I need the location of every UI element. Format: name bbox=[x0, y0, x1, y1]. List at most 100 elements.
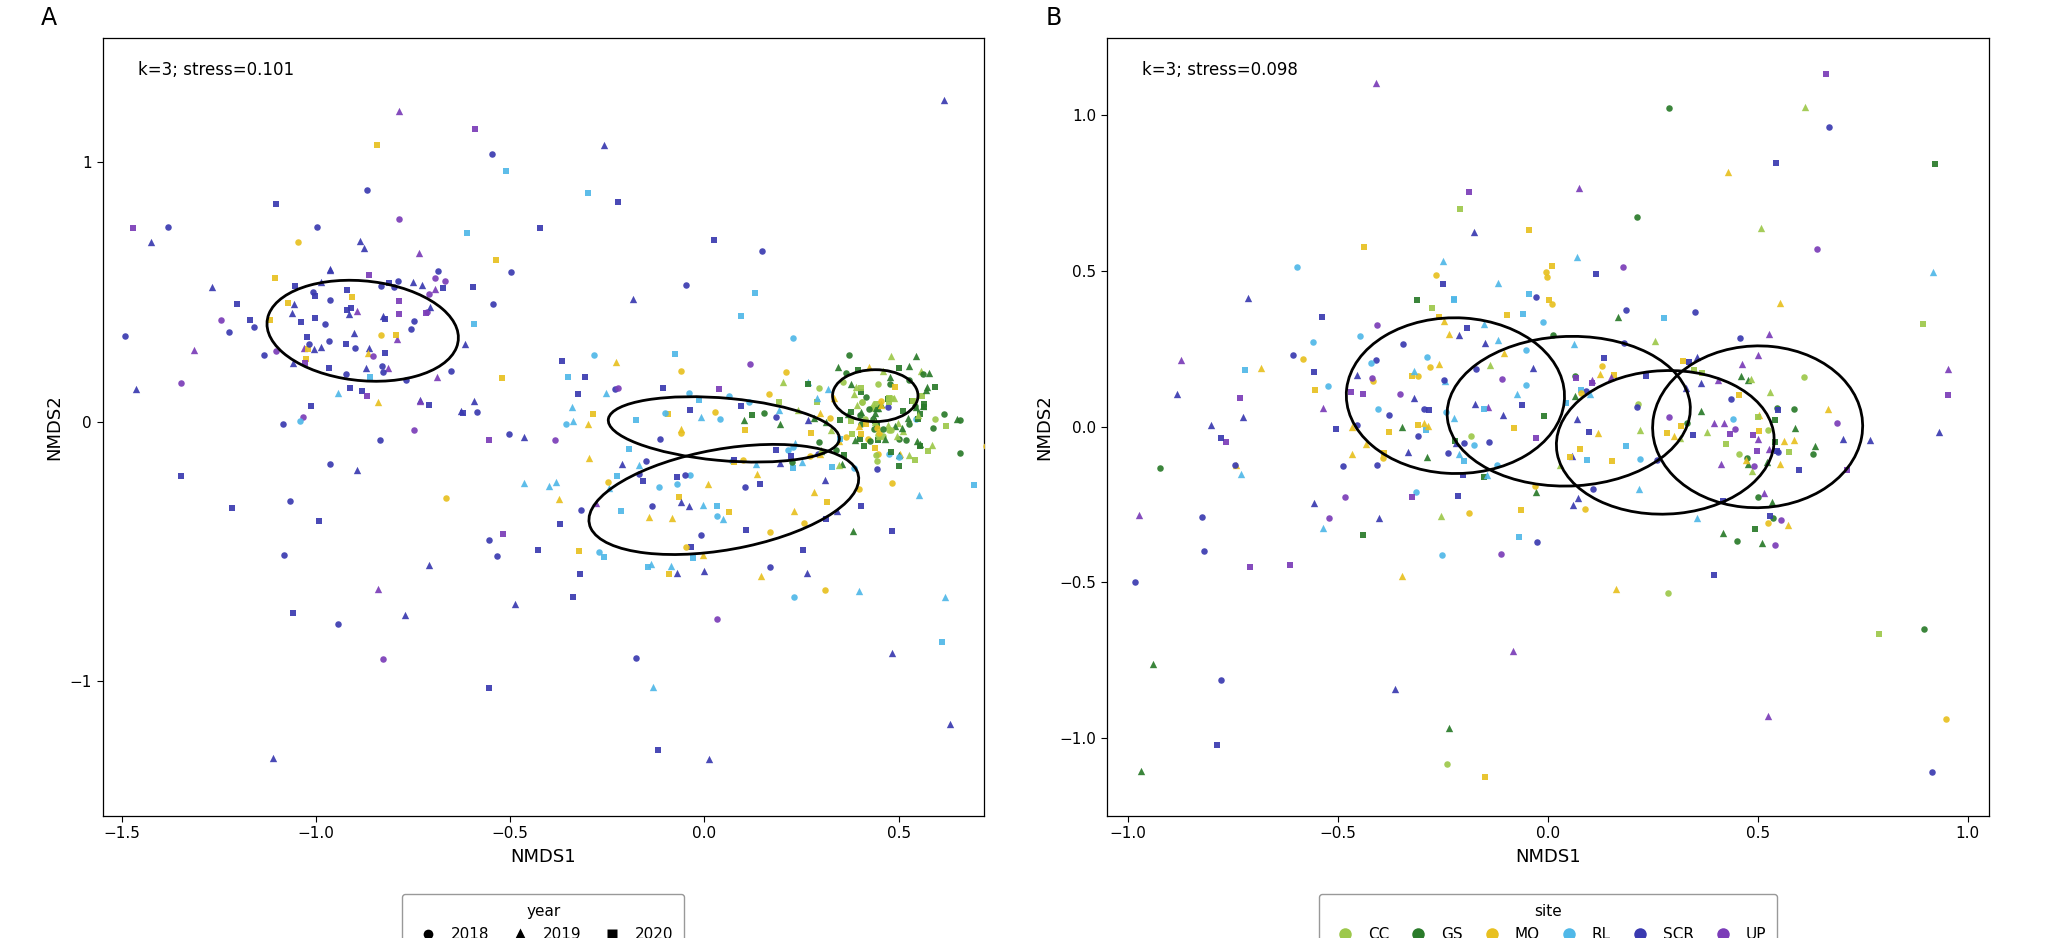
Point bbox=[1474, 357, 1507, 372]
Point bbox=[642, 742, 674, 757]
Point bbox=[1560, 250, 1593, 265]
Point bbox=[638, 679, 670, 694]
Point bbox=[882, 416, 914, 431]
Point bbox=[791, 376, 824, 391]
Point bbox=[490, 163, 523, 178]
Point bbox=[697, 233, 730, 248]
Point bbox=[1470, 336, 1503, 351]
Point bbox=[1234, 560, 1267, 575]
Point bbox=[1009, 463, 1041, 478]
Point bbox=[1738, 459, 1771, 474]
Point bbox=[623, 466, 656, 481]
Point bbox=[748, 405, 781, 420]
Point bbox=[1384, 387, 1417, 402]
Point bbox=[1568, 501, 1601, 516]
Point bbox=[687, 497, 720, 512]
Point bbox=[746, 244, 779, 259]
Point bbox=[771, 443, 804, 458]
Point bbox=[1355, 371, 1388, 386]
Point bbox=[875, 523, 908, 538]
Point bbox=[1761, 444, 1794, 459]
Point bbox=[562, 386, 594, 401]
Point bbox=[873, 422, 906, 437]
Point bbox=[367, 364, 400, 379]
Point bbox=[851, 389, 884, 404]
Point bbox=[599, 355, 631, 370]
Point bbox=[685, 528, 718, 543]
Point bbox=[781, 402, 814, 417]
Point bbox=[1708, 493, 1740, 508]
Point bbox=[629, 454, 662, 469]
Point bbox=[314, 263, 346, 278]
Point bbox=[1681, 510, 1714, 525]
Point bbox=[793, 449, 826, 464]
Point bbox=[843, 363, 875, 378]
Point bbox=[902, 412, 935, 427]
Point bbox=[332, 306, 365, 321]
Point bbox=[1622, 400, 1654, 415]
Point bbox=[976, 457, 1009, 472]
Point bbox=[1482, 275, 1515, 290]
Point bbox=[1400, 428, 1433, 443]
Point bbox=[1347, 527, 1380, 542]
Point bbox=[1441, 328, 1474, 343]
Point bbox=[900, 412, 933, 427]
Point bbox=[1726, 356, 1759, 371]
Point bbox=[1410, 350, 1443, 365]
Point bbox=[1458, 438, 1490, 453]
Point bbox=[1343, 329, 1376, 344]
Point bbox=[672, 499, 705, 514]
Point bbox=[636, 556, 668, 571]
Point bbox=[644, 431, 677, 446]
Point bbox=[687, 564, 720, 579]
Point bbox=[861, 418, 894, 433]
Point bbox=[849, 412, 882, 427]
Point bbox=[619, 650, 652, 665]
Point bbox=[1568, 384, 1601, 399]
Point bbox=[1722, 387, 1755, 402]
Point bbox=[1328, 490, 1361, 505]
Point bbox=[1685, 375, 1718, 390]
Point bbox=[1622, 397, 1654, 412]
Point bbox=[1609, 302, 1642, 317]
Point bbox=[523, 542, 556, 557]
Point bbox=[346, 240, 379, 255]
Point bbox=[287, 410, 320, 425]
Point bbox=[787, 516, 820, 531]
Point bbox=[445, 403, 478, 418]
Point bbox=[351, 183, 383, 198]
Point bbox=[1736, 428, 1769, 443]
Point bbox=[875, 445, 908, 460]
Point bbox=[943, 413, 976, 428]
Point bbox=[861, 376, 894, 391]
Point bbox=[865, 393, 898, 408]
Point bbox=[1201, 737, 1234, 752]
Point bbox=[908, 397, 941, 412]
Point bbox=[348, 360, 381, 375]
Point bbox=[414, 300, 447, 315]
Point bbox=[1529, 265, 1562, 280]
Legend: 2018, 2019, 2020: 2018, 2019, 2020 bbox=[402, 894, 685, 938]
Point bbox=[340, 463, 373, 478]
Point bbox=[1355, 356, 1388, 371]
Point bbox=[853, 401, 886, 416]
Point bbox=[1663, 431, 1695, 446]
Point bbox=[578, 347, 611, 362]
Point bbox=[1745, 536, 1777, 551]
Point bbox=[1421, 267, 1453, 282]
Point bbox=[1386, 569, 1419, 584]
Point bbox=[763, 456, 795, 471]
Point bbox=[299, 288, 332, 303]
Point bbox=[1164, 352, 1197, 367]
Point bbox=[810, 511, 843, 526]
Point bbox=[806, 442, 838, 457]
Point bbox=[549, 416, 582, 431]
Point bbox=[1722, 534, 1755, 549]
Point bbox=[562, 543, 594, 558]
Point bbox=[1378, 681, 1410, 696]
Point bbox=[1427, 253, 1460, 268]
Point bbox=[1538, 328, 1570, 343]
Point bbox=[859, 406, 892, 421]
Point bbox=[814, 423, 847, 438]
Point bbox=[672, 386, 705, 401]
